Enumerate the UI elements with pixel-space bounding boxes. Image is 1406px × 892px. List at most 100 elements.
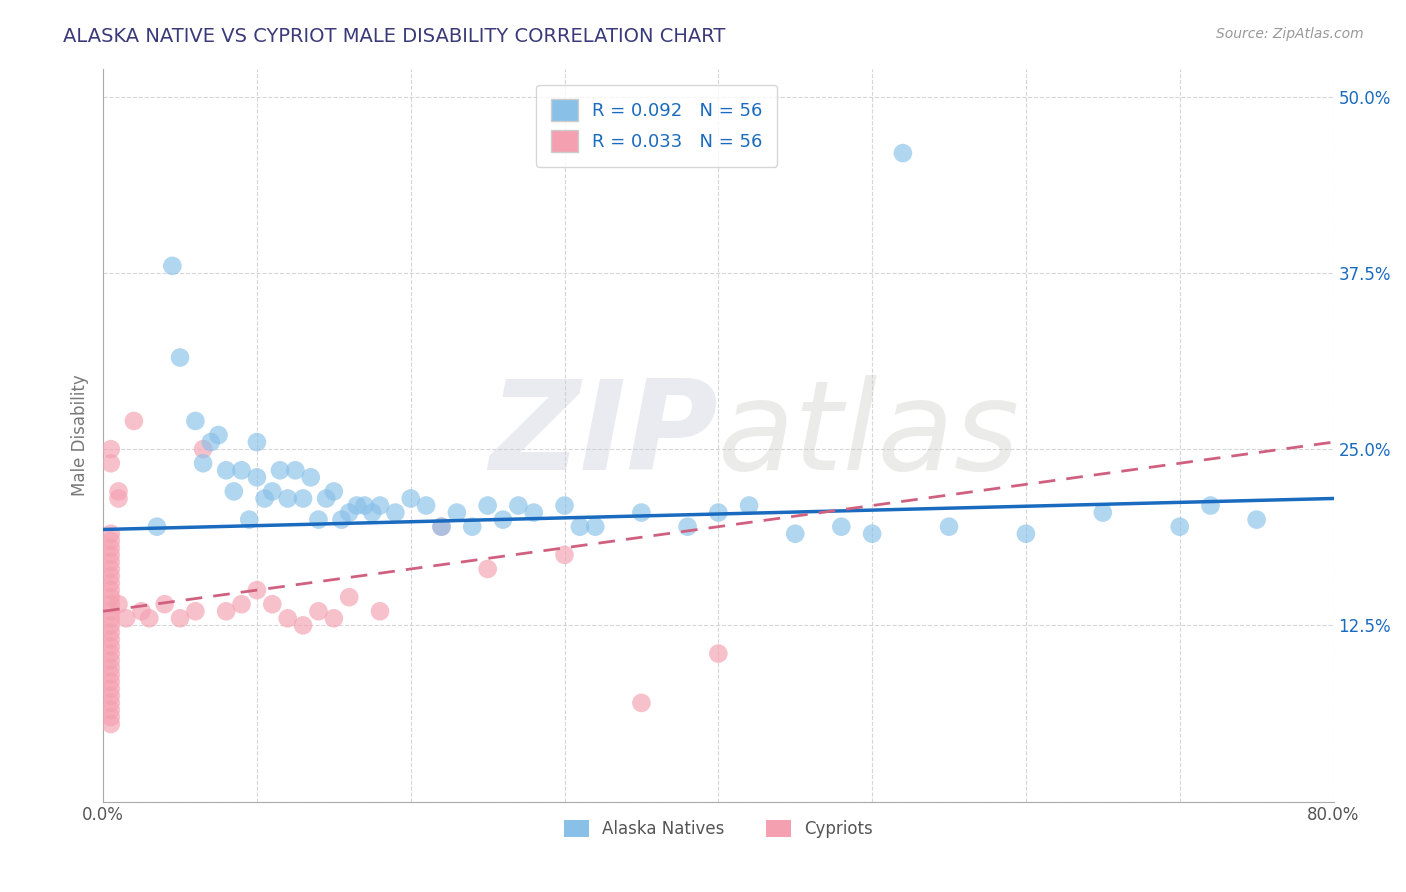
Point — [568, 519, 591, 533]
Point — [707, 506, 730, 520]
Point — [100, 533, 122, 548]
Point — [184, 604, 207, 618]
Point — [523, 506, 546, 520]
Point — [1199, 499, 1222, 513]
Point — [368, 604, 391, 618]
Point — [315, 491, 337, 506]
Point — [153, 597, 176, 611]
Point — [100, 717, 122, 731]
Point — [191, 456, 214, 470]
Point — [138, 611, 160, 625]
Point — [100, 562, 122, 576]
Point — [231, 597, 253, 611]
Point — [246, 435, 269, 450]
Point — [277, 611, 299, 625]
Text: Source: ZipAtlas.com: Source: ZipAtlas.com — [1216, 27, 1364, 41]
Point — [430, 519, 453, 533]
Point — [100, 647, 122, 661]
Point — [399, 491, 422, 506]
Point — [200, 435, 222, 450]
Point — [115, 611, 138, 625]
Point — [100, 660, 122, 674]
Point — [430, 519, 453, 533]
Legend: Alaska Natives, Cypriots: Alaska Natives, Cypriots — [557, 813, 880, 845]
Point — [630, 506, 652, 520]
Point — [100, 548, 122, 562]
Point — [346, 499, 368, 513]
Point — [860, 526, 883, 541]
Point — [100, 681, 122, 696]
Point — [191, 442, 214, 457]
Text: ALASKA NATIVE VS CYPRIOT MALE DISABILITY CORRELATION CHART: ALASKA NATIVE VS CYPRIOT MALE DISABILITY… — [63, 27, 725, 45]
Point — [1091, 506, 1114, 520]
Point — [330, 513, 353, 527]
Point — [100, 590, 122, 604]
Point — [107, 484, 129, 499]
Point — [253, 491, 276, 506]
Point — [100, 541, 122, 555]
Point — [938, 519, 960, 533]
Point — [785, 526, 807, 541]
Point — [630, 696, 652, 710]
Point — [707, 647, 730, 661]
Point — [146, 519, 169, 533]
Point — [269, 463, 291, 477]
Point — [100, 604, 122, 618]
Point — [100, 710, 122, 724]
Point — [891, 146, 914, 161]
Point — [284, 463, 307, 477]
Point — [100, 569, 122, 583]
Point — [1168, 519, 1191, 533]
Point — [353, 499, 375, 513]
Point — [337, 590, 360, 604]
Point — [100, 689, 122, 703]
Point — [738, 499, 761, 513]
Point — [292, 491, 315, 506]
Text: atlas: atlas — [718, 375, 1021, 496]
Point — [492, 513, 515, 527]
Point — [477, 562, 499, 576]
Point — [508, 499, 530, 513]
Point — [100, 654, 122, 668]
Point — [107, 597, 129, 611]
Point — [162, 259, 184, 273]
Point — [307, 604, 329, 618]
Point — [246, 583, 269, 598]
Point — [554, 548, 576, 562]
Point — [337, 506, 360, 520]
Text: ZIP: ZIP — [489, 375, 718, 496]
Point — [100, 632, 122, 647]
Point — [100, 456, 122, 470]
Point — [100, 526, 122, 541]
Point — [215, 604, 238, 618]
Point — [361, 506, 384, 520]
Point — [461, 519, 484, 533]
Point — [222, 484, 245, 499]
Point — [415, 499, 437, 513]
Point — [1015, 526, 1038, 541]
Point — [246, 470, 269, 484]
Point — [262, 597, 284, 611]
Point — [215, 463, 238, 477]
Point — [477, 499, 499, 513]
Point — [107, 491, 129, 506]
Point — [322, 484, 344, 499]
Point — [830, 519, 852, 533]
Point — [1246, 513, 1268, 527]
Point — [131, 604, 153, 618]
Point — [583, 519, 606, 533]
Point — [100, 703, 122, 717]
Point — [100, 618, 122, 632]
Point — [299, 470, 322, 484]
Point — [100, 611, 122, 625]
Y-axis label: Male Disability: Male Disability — [72, 374, 89, 496]
Point — [207, 428, 229, 442]
Point — [368, 499, 391, 513]
Point — [100, 576, 122, 591]
Point — [262, 484, 284, 499]
Point — [100, 640, 122, 654]
Point — [100, 555, 122, 569]
Point — [100, 583, 122, 598]
Point — [100, 674, 122, 689]
Point — [277, 491, 299, 506]
